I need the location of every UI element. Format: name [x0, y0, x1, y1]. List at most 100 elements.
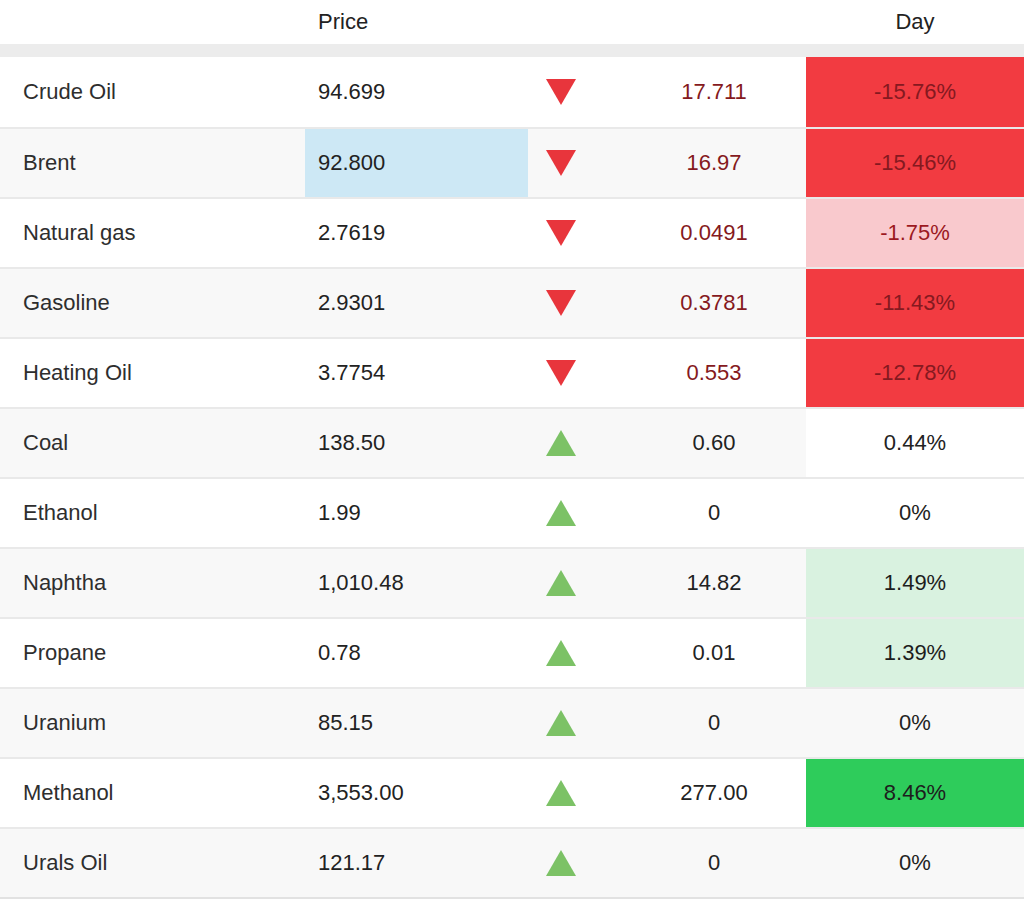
day-change-cell: -15.76% — [806, 57, 1024, 127]
price-value: 138.50 — [318, 430, 385, 456]
change-direction-cell — [528, 57, 594, 127]
commodity-name: Naphtha — [0, 549, 305, 617]
price-value: 3,553.00 — [318, 780, 404, 806]
table-row[interactable]: Crude Oil 94.699 17.711-15.76% — [0, 57, 1024, 127]
down-arrow-icon — [546, 290, 576, 316]
table-row[interactable]: Propane 0.78 0.011.39% — [0, 617, 1024, 687]
table-row[interactable]: Naphtha 1,010.48 14.821.49% — [0, 547, 1024, 617]
day-change-cell: 1.39% — [806, 619, 1024, 687]
price-cell[interactable]: 138.50 — [305, 409, 528, 477]
up-arrow-icon — [546, 500, 576, 526]
down-arrow-icon — [546, 360, 576, 386]
price-cell[interactable]: 2.9301 — [305, 269, 528, 337]
price-cell[interactable]: 85.15 — [305, 689, 528, 757]
day-change-cell: 8.46% — [806, 759, 1024, 827]
price-value: 85.15 — [318, 710, 373, 736]
day-change-cell: 0% — [806, 689, 1024, 757]
price-value: 121.17 — [318, 850, 385, 876]
change-value: 0.0491 — [594, 199, 806, 267]
commodity-name: Ethanol — [0, 479, 305, 547]
day-change-cell: -12.78% — [806, 339, 1024, 407]
change-value: 14.82 — [594, 549, 806, 617]
change-value: 0.553 — [594, 339, 806, 407]
table-row[interactable]: Uranium 85.15 00% — [0, 687, 1024, 757]
change-direction-cell — [528, 619, 594, 687]
table-header-row: Price Day — [0, 0, 1024, 44]
price-value: 1.99 — [318, 500, 361, 526]
day-change-cell: 0% — [806, 829, 1024, 897]
table-row[interactable]: Heating Oil 3.7754 0.553-12.78% — [0, 337, 1024, 407]
up-arrow-icon — [546, 850, 576, 876]
price-cell[interactable]: 1.99 — [305, 479, 528, 547]
change-value: 277.00 — [594, 759, 806, 827]
commodity-name: Uranium — [0, 689, 305, 757]
down-arrow-icon — [546, 79, 576, 105]
table-row[interactable]: Ethanol 1.99 00% — [0, 477, 1024, 547]
price-value: 92.800 — [318, 150, 385, 176]
commodity-name: Natural gas — [0, 199, 305, 267]
up-arrow-icon — [546, 570, 576, 596]
change-value: 0.60 — [594, 409, 806, 477]
price-column-header[interactable]: Price — [305, 9, 528, 35]
price-cell[interactable]: 1,010.48 — [305, 549, 528, 617]
change-value: 16.97 — [594, 129, 806, 197]
change-value: 0.3781 — [594, 269, 806, 337]
commodity-name: Coal — [0, 409, 305, 477]
price-cell[interactable]: 2.7619 — [305, 199, 528, 267]
commodity-name: Propane — [0, 619, 305, 687]
price-cell[interactable]: 3.7754 — [305, 339, 528, 407]
up-arrow-icon — [546, 780, 576, 806]
day-change-cell: -1.75% — [806, 199, 1024, 267]
up-arrow-icon — [546, 640, 576, 666]
change-value: 0 — [594, 689, 806, 757]
price-value: 1,010.48 — [318, 570, 404, 596]
table-body: Crude Oil 94.699 17.711-15.76% Brent 92.800 1… — [0, 57, 1024, 899]
commodity-price-table: Price Day Crude Oil 94.699 17.711-15.76% Br… — [0, 0, 1024, 899]
table-row[interactable]: Urals Oil 121.17 00% — [0, 827, 1024, 897]
table-row[interactable]: Coal 138.50 0.600.44% — [0, 407, 1024, 477]
day-column-header[interactable]: Day — [806, 9, 1024, 35]
up-arrow-icon — [546, 710, 576, 736]
price-cell[interactable]: 3,553.00 — [305, 759, 528, 827]
day-change-cell: 0% — [806, 479, 1024, 547]
change-value: 17.711 — [594, 57, 806, 127]
day-change-cell: 1.49% — [806, 549, 1024, 617]
commodity-name: Methanol — [0, 759, 305, 827]
price-cell[interactable]: 121.17 — [305, 829, 528, 897]
table-row[interactable]: Brent92.80016.97-15.46% — [0, 127, 1024, 197]
price-value: 94.699 — [318, 79, 385, 105]
change-direction-cell — [528, 129, 594, 197]
change-direction-cell — [528, 479, 594, 547]
table-row[interactable]: Gasoline 2.9301 0.3781-11.43% — [0, 267, 1024, 337]
up-arrow-icon — [546, 430, 576, 456]
commodity-name: Urals Oil — [0, 829, 305, 897]
change-value: 0.01 — [594, 619, 806, 687]
change-direction-cell — [528, 759, 594, 827]
table-row[interactable]: Methanol 3,553.00 277.008.46% — [0, 757, 1024, 827]
header-divider — [0, 44, 1024, 57]
day-change-cell: -11.43% — [806, 269, 1024, 337]
price-cell[interactable]: 92.800 — [305, 129, 528, 197]
table-row[interactable]: Natural gas 2.7619 0.0491-1.75% — [0, 197, 1024, 267]
change-direction-cell — [528, 829, 594, 897]
change-direction-cell — [528, 269, 594, 337]
price-value: 2.9301 — [318, 290, 385, 316]
down-arrow-icon — [546, 150, 576, 176]
price-cell[interactable]: 94.699 — [305, 57, 528, 127]
price-value: 2.7619 — [318, 220, 385, 246]
day-change-cell: 0.44% — [806, 409, 1024, 477]
commodity-name: Heating Oil — [0, 339, 305, 407]
price-cell[interactable]: 0.78 — [305, 619, 528, 687]
down-arrow-icon — [546, 220, 576, 246]
change-direction-cell — [528, 339, 594, 407]
change-direction-cell — [528, 199, 594, 267]
change-direction-cell — [528, 409, 594, 477]
commodity-name: Brent — [0, 129, 305, 197]
price-value: 0.78 — [318, 640, 361, 666]
change-value: 0 — [594, 479, 806, 547]
change-direction-cell — [528, 549, 594, 617]
change-value: 0 — [594, 829, 806, 897]
commodity-name: Crude Oil — [0, 57, 305, 127]
price-value: 3.7754 — [318, 360, 385, 386]
commodity-name: Gasoline — [0, 269, 305, 337]
